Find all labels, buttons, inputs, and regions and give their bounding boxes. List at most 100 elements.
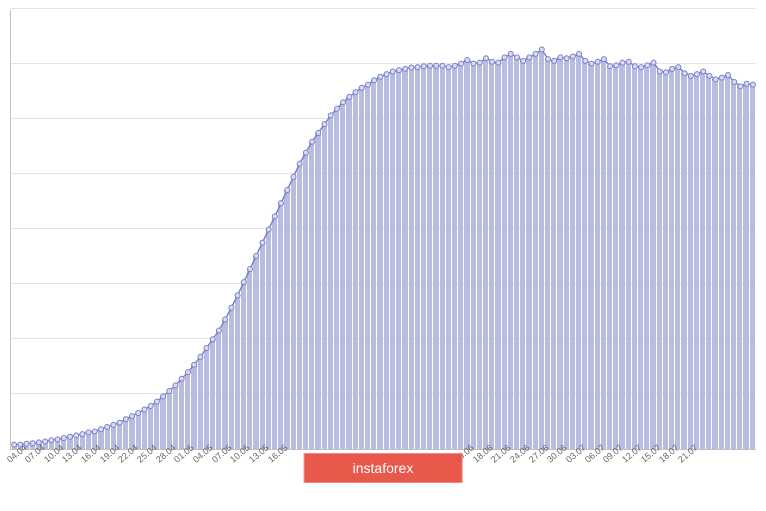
- bar: [595, 62, 600, 449]
- bar: [495, 63, 500, 449]
- bar: [433, 66, 438, 449]
- bar: [694, 74, 699, 449]
- bar: [675, 67, 680, 449]
- bar: [564, 58, 569, 449]
- bar: [440, 66, 445, 449]
- bar: [471, 64, 476, 449]
- bar: [167, 391, 172, 449]
- bar: [737, 86, 742, 449]
- bar-series: [11, 10, 756, 449]
- bar: [588, 64, 593, 449]
- bar: [365, 85, 370, 449]
- bar: [235, 295, 240, 449]
- bar: [464, 60, 469, 449]
- bar: [570, 57, 575, 449]
- bar: [173, 385, 178, 449]
- bar: [396, 70, 401, 449]
- bar: [743, 84, 748, 449]
- bar: [681, 73, 686, 449]
- bar: [446, 67, 451, 449]
- bar: [204, 348, 209, 449]
- bar: [545, 59, 550, 449]
- bar: [260, 243, 265, 449]
- bar: [607, 66, 612, 449]
- bar: [390, 71, 395, 449]
- bar: [731, 82, 736, 449]
- bar: [154, 402, 159, 449]
- bar: [539, 50, 544, 449]
- bar: [229, 308, 234, 449]
- bar: [421, 66, 426, 449]
- bar: [582, 61, 587, 449]
- bar: [216, 330, 221, 449]
- bar: [191, 365, 196, 449]
- bar: [328, 115, 333, 449]
- bar: [613, 65, 618, 449]
- bar: [241, 282, 246, 449]
- bar: [266, 230, 271, 450]
- bar: [309, 142, 314, 449]
- bar: [514, 57, 519, 449]
- bar: [502, 57, 507, 449]
- chart-container: 04.0407.0410.0413.0416.0419.0422.0425.04…: [10, 10, 756, 470]
- bar: [253, 256, 258, 449]
- bar: [409, 68, 414, 449]
- bar: [489, 62, 494, 449]
- bar: [105, 427, 110, 449]
- bar: [669, 69, 674, 449]
- bar: [384, 74, 389, 449]
- x-tick-label: 04.04: [5, 443, 29, 465]
- bar: [402, 69, 407, 449]
- bar-wrapper: [749, 10, 755, 449]
- bar: [371, 80, 376, 449]
- watermark-text: instaforex: [353, 460, 414, 476]
- bar: [576, 54, 581, 449]
- bar: [359, 88, 364, 449]
- bar: [315, 133, 320, 449]
- bar: [353, 92, 358, 449]
- bar: [452, 66, 457, 449]
- bar: [750, 85, 755, 449]
- bar: [483, 58, 488, 449]
- bar: [198, 357, 203, 449]
- bar: [179, 379, 184, 449]
- bar: [706, 76, 711, 449]
- bar: [557, 57, 562, 449]
- bar: [657, 71, 662, 449]
- bar: [619, 63, 624, 449]
- bar: [725, 75, 730, 449]
- bar: [650, 63, 655, 449]
- bar: [526, 57, 531, 449]
- bar: [688, 76, 693, 449]
- bar: [520, 61, 525, 449]
- bar: [719, 78, 724, 449]
- bar: [508, 54, 513, 449]
- bar: [477, 63, 482, 449]
- bar: [551, 61, 556, 449]
- bar: [272, 216, 277, 449]
- bar: [222, 320, 227, 450]
- bar: [377, 77, 382, 449]
- bar: [346, 97, 351, 449]
- bar: [247, 269, 252, 449]
- bar: [663, 72, 668, 449]
- bar: [142, 410, 147, 450]
- bar: [334, 109, 339, 449]
- gridline: [11, 8, 756, 9]
- bar: [123, 419, 128, 449]
- bar: [644, 65, 649, 449]
- bar: [533, 54, 538, 449]
- bar: [303, 153, 308, 449]
- bar: [210, 339, 215, 449]
- bar: [160, 396, 165, 449]
- watermark-badge: instaforex: [304, 453, 463, 483]
- bar: [427, 66, 432, 449]
- bar: [291, 177, 296, 449]
- bar: [601, 59, 606, 449]
- bar: [700, 71, 705, 449]
- bar: [638, 67, 643, 449]
- bar: [185, 372, 190, 449]
- bar: [626, 62, 631, 449]
- bar: [712, 79, 717, 449]
- plot-area: 04.0407.0410.0413.0416.0419.0422.0425.04…: [10, 10, 756, 450]
